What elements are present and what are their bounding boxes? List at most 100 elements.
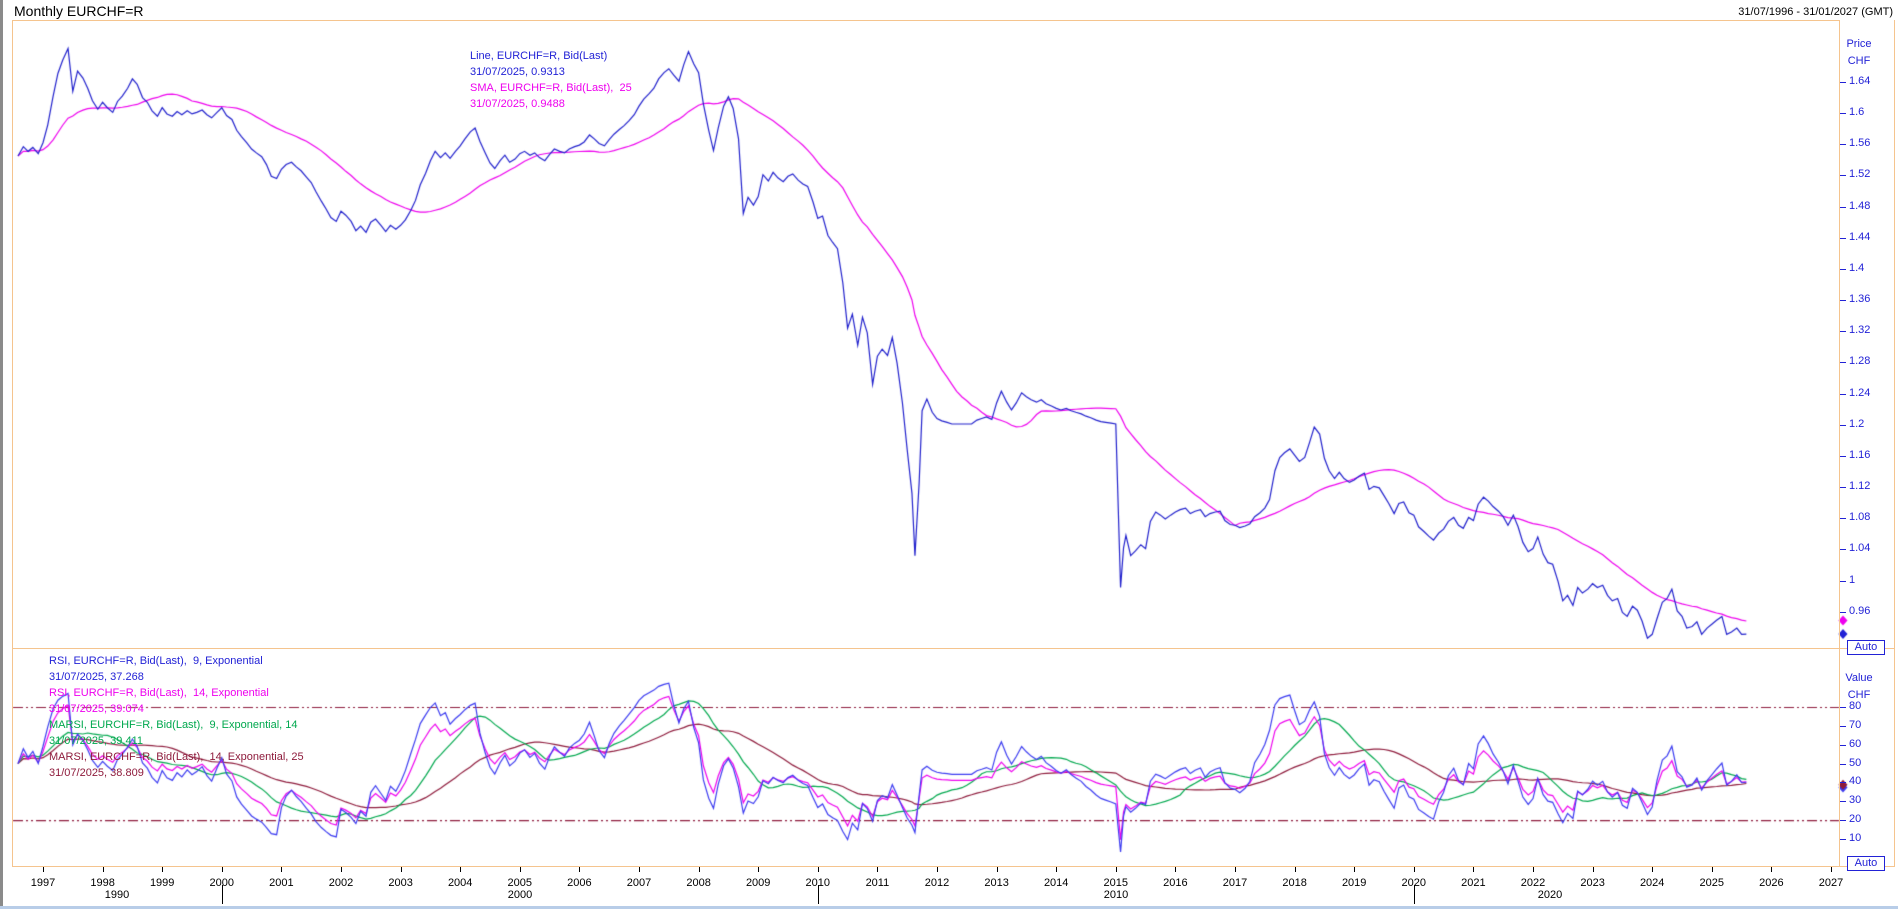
rsi-legend-row: 31/07/2025, 39.411 (49, 735, 143, 747)
year-tick-mark (1831, 867, 1832, 872)
price-tick-label: 1.32 (1849, 324, 1871, 337)
frame-right-border (1894, 20, 1895, 867)
price-tick-mark (1840, 549, 1846, 551)
year-label: 2021 (1461, 877, 1486, 889)
value-tick-mark (1840, 725, 1846, 727)
value-tick-mark (1840, 744, 1846, 746)
year-tick-mark (1354, 867, 1356, 872)
frame-axis-border (1839, 20, 1840, 867)
price-tick-mark (1840, 175, 1846, 177)
value-tick-mark (1840, 763, 1846, 765)
year-tick-mark (996, 867, 998, 872)
value-tick-mark (1840, 707, 1846, 708)
year-label: 2026 (1759, 877, 1784, 889)
panel-divider (12, 648, 1895, 649)
year-tick-mark (1294, 867, 1296, 872)
year-tick-mark (1235, 867, 1236, 872)
year-label: 2012 (924, 877, 950, 889)
price-tick-label: 1.56 (1849, 137, 1871, 150)
year-label: 2027 (1818, 877, 1844, 889)
year-tick-mark (1771, 867, 1773, 872)
price-tick-mark (1840, 113, 1846, 115)
window-bottom-edge (0, 906, 1898, 909)
year-label: 2025 (1699, 877, 1725, 889)
year-label: 2020 (1401, 877, 1427, 889)
price-tick-label: 1.16 (1849, 448, 1871, 461)
price-tick-label: 1 (1849, 573, 1856, 586)
year-label: 2018 (1282, 877, 1307, 889)
price-tick-label: 1.12 (1849, 480, 1871, 493)
rsi-legend-row: 31/07/2025, 37.268 (49, 671, 144, 683)
value-tick-mark (1840, 820, 1846, 822)
rsi-legend-row: RSI, EURCHF=R, Bid(Last), 9, Exponential (49, 655, 263, 667)
year-tick-mark (639, 867, 640, 872)
price-tick-label: 1.52 (1849, 168, 1871, 181)
decade-tick-mark (1413, 885, 1415, 904)
year-label: 2015 (1103, 877, 1129, 889)
year-label: 2024 (1639, 877, 1665, 889)
year-label: 2008 (686, 877, 711, 889)
price-tick-label: 1.44 (1849, 230, 1871, 243)
price-tick-label: 1.48 (1849, 199, 1871, 212)
price-legend-row: 31/07/2025, 0.9313 (470, 66, 565, 78)
date-range-label: 31/07/1996 - 31/01/2027 (GMT) (1738, 6, 1893, 18)
year-label: 2014 (1043, 877, 1069, 889)
price-tick-mark (1840, 300, 1846, 302)
price-tick-label: 1.24 (1849, 386, 1871, 399)
year-tick-mark (1473, 867, 1475, 872)
rsi-legend-row: 31/07/2025, 38.809 (49, 767, 144, 779)
year-label: 2019 (1341, 877, 1367, 889)
year-tick-mark (1115, 867, 1117, 872)
year-tick-mark (937, 867, 938, 872)
year-label: 2002 (328, 877, 354, 889)
year-tick-mark (519, 867, 521, 872)
year-label: 2011 (865, 877, 890, 889)
price-tick-label: 1.6 (1849, 106, 1865, 119)
frame-left-border (12, 20, 13, 867)
rsi-legend-row: MARSI, EURCHF=R, Bid(Last), 9, Exponenti… (49, 719, 298, 731)
value-axis-title: Value (1845, 672, 1873, 684)
price-tick-mark (1840, 611, 1846, 613)
value-tick-label: 60 (1849, 737, 1862, 750)
value-axis-auto-button[interactable]: Auto (1847, 856, 1885, 871)
decade-tick-mark (221, 885, 223, 904)
price-tick-mark (1840, 206, 1846, 208)
year-tick-mark (43, 867, 44, 872)
value-tick-mark (1840, 801, 1846, 803)
price-tick-mark (1840, 144, 1846, 146)
value-tick-label: 40 (1849, 775, 1862, 788)
year-tick-mark (1592, 867, 1594, 872)
price-tick-mark (1840, 580, 1846, 582)
price-tick-label: 1.08 (1849, 511, 1871, 524)
year-label: 2006 (567, 877, 592, 889)
price-tick-mark (1840, 268, 1846, 270)
year-tick-mark (1711, 867, 1713, 872)
price-tick-mark (1840, 518, 1846, 520)
year-label: 2023 (1580, 877, 1605, 889)
decade-tick-mark (817, 885, 819, 904)
price-tick-label: 1.64 (1849, 75, 1871, 87)
year-tick-mark (1652, 867, 1654, 872)
frame-top-border (12, 20, 1840, 21)
year-tick-mark (1413, 867, 1415, 872)
year-label: 2017 (1222, 877, 1248, 889)
price-tick-mark (1840, 237, 1846, 239)
chart-title: Monthly EURCHF=R (14, 3, 144, 19)
year-label: 1997 (30, 877, 56, 889)
year-tick-mark (877, 867, 879, 872)
price-tick-label: 1.2 (1849, 417, 1865, 430)
price-axis-title: Price (1846, 38, 1872, 50)
year-label: 2009 (745, 877, 771, 889)
year-tick-mark (1533, 867, 1534, 872)
price-legend-row: SMA, EURCHF=R, Bid(Last), 25 (470, 82, 632, 94)
price-tick-mark (1840, 487, 1846, 489)
year-tick-mark (281, 867, 283, 872)
price-axis-auto-button[interactable]: Auto (1847, 640, 1885, 655)
window-left-edge (0, 0, 3, 909)
value-tick-mark (1840, 839, 1846, 841)
price-tick-label: 0.96 (1849, 604, 1871, 617)
price-axis-currency: CHF (1847, 55, 1871, 67)
year-tick-mark (1056, 867, 1058, 872)
